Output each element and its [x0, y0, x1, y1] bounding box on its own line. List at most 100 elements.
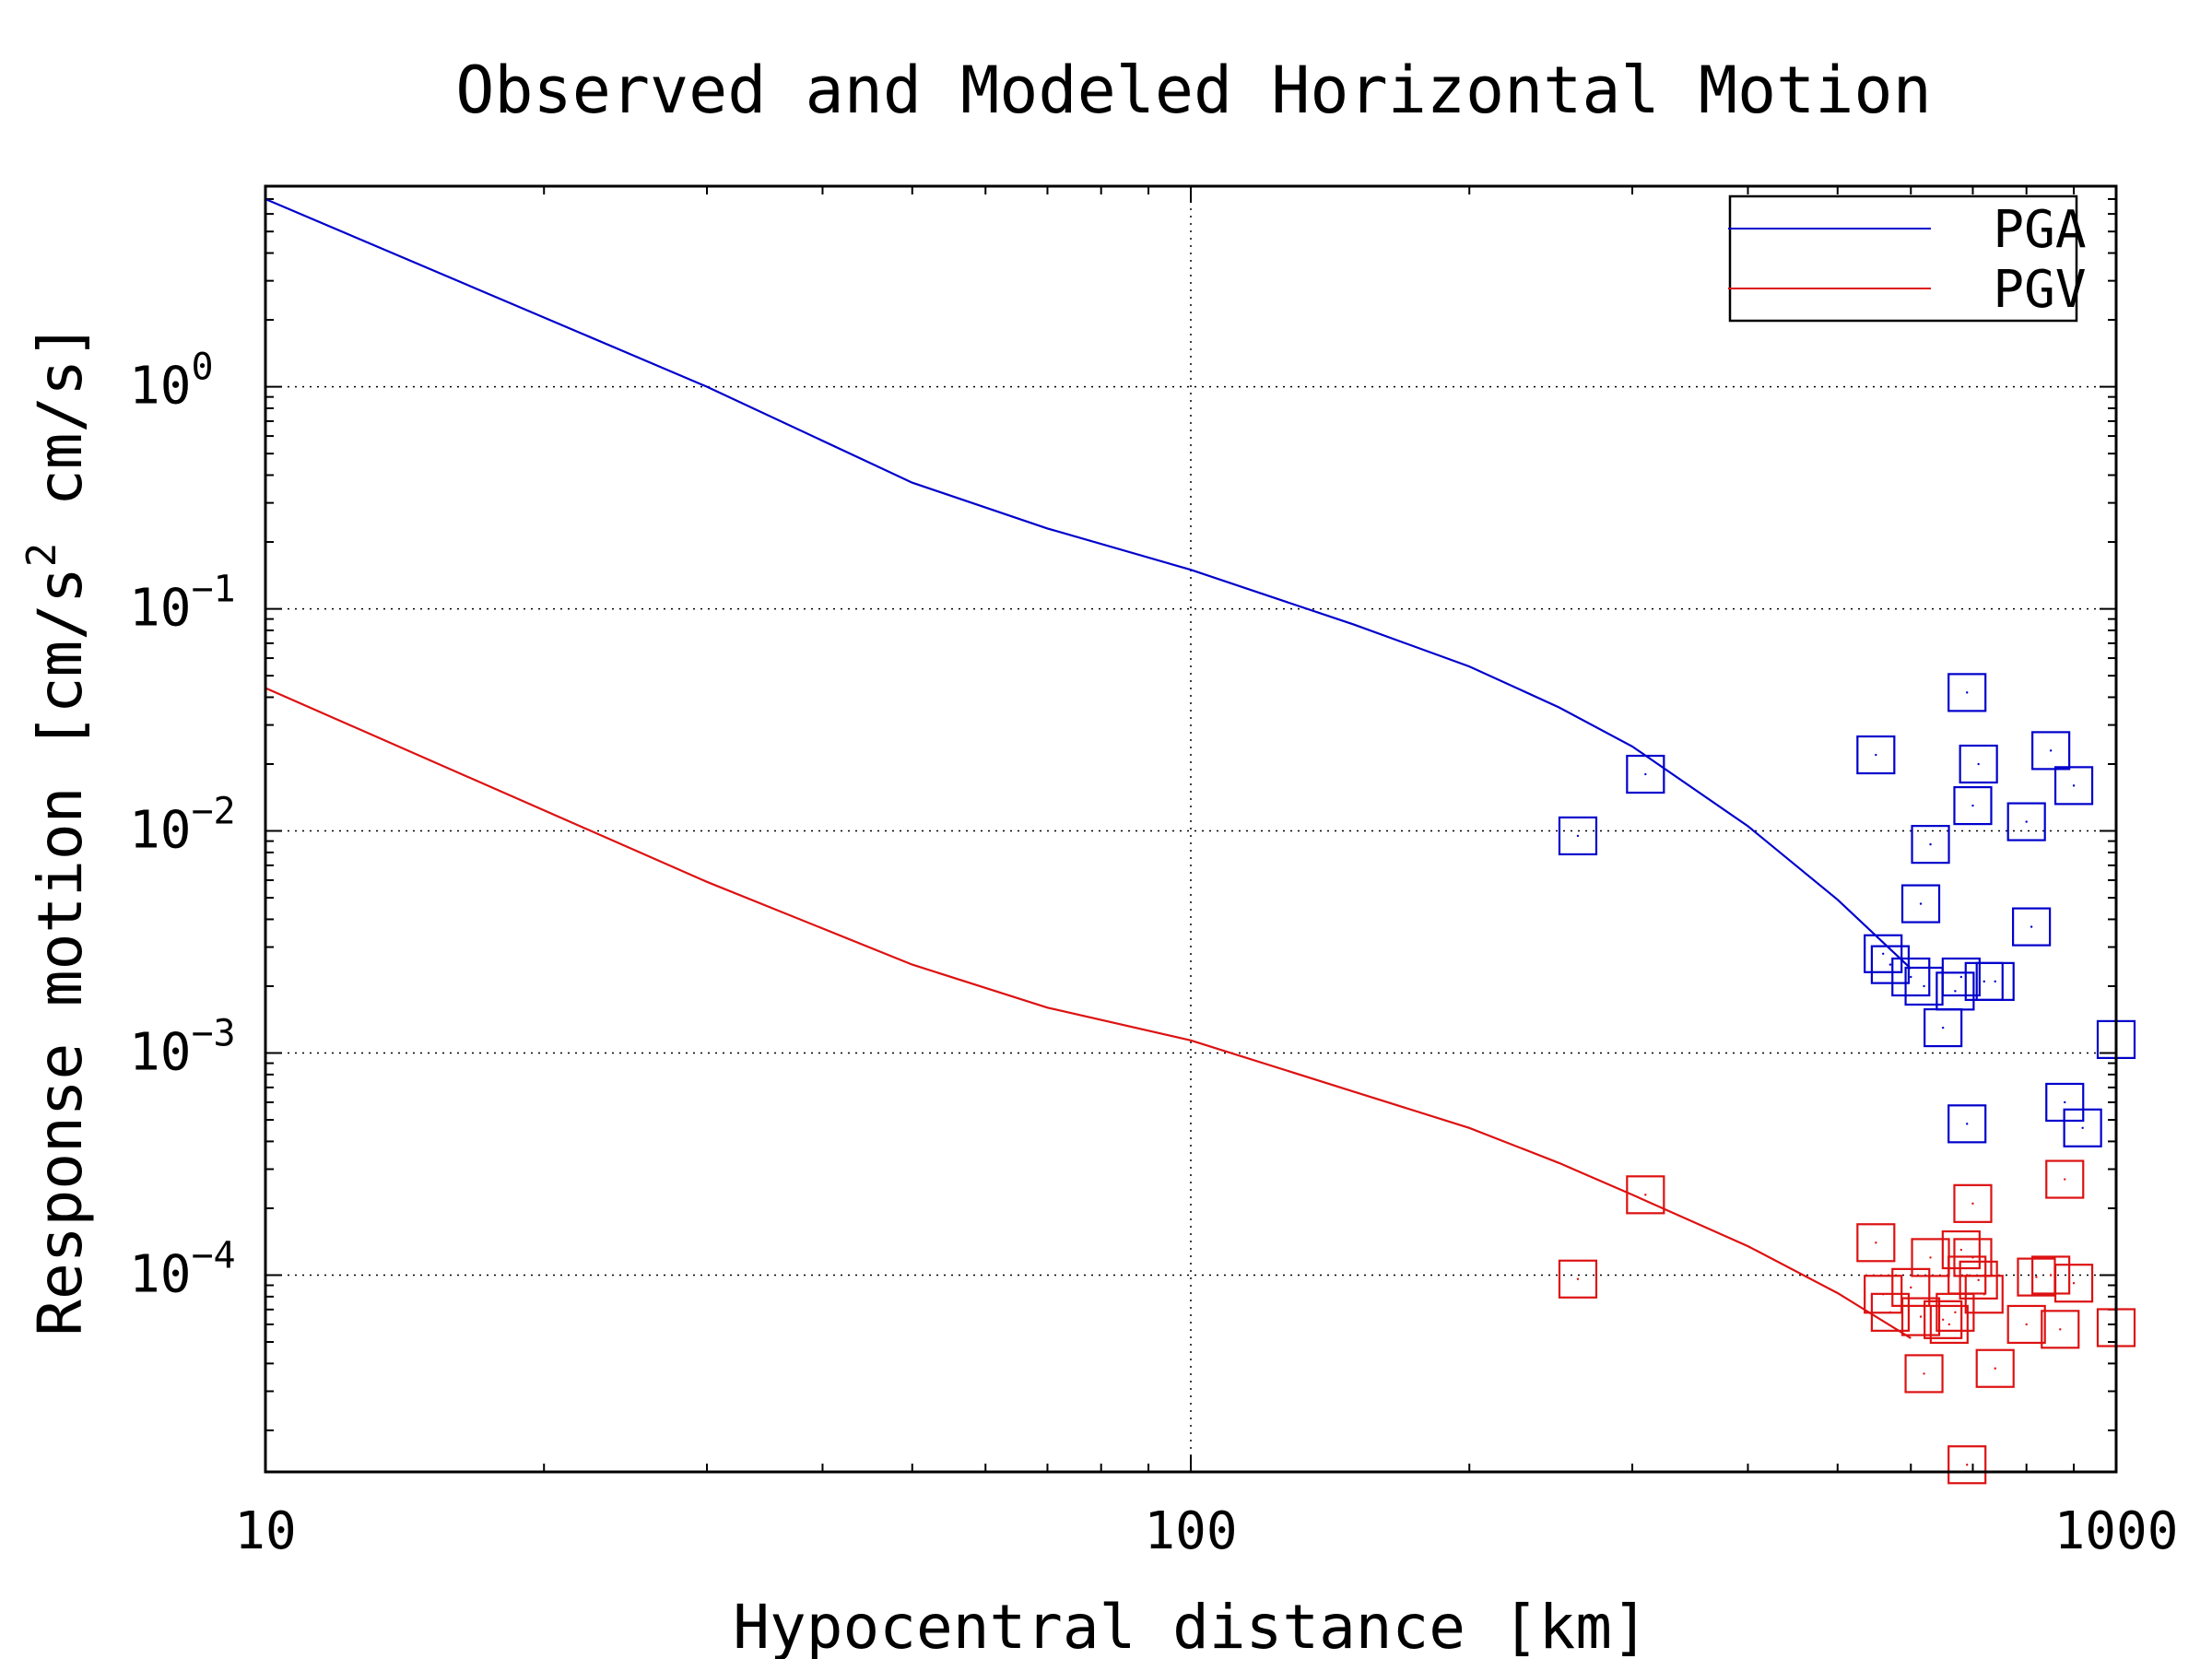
series-line-pgv: [265, 687, 1912, 1339]
data-marker-center-pga: [1644, 772, 1647, 776]
data-marker-pga: [1900, 884, 1941, 924]
data-marker-center-pga: [2081, 1126, 2084, 1129]
data-marker-pga: [1947, 1104, 1987, 1144]
data-marker-pgv: [1924, 1300, 1963, 1339]
data-marker-pgv: [1947, 1445, 1987, 1485]
data-marker-pgv: [1953, 1183, 1993, 1223]
data-marker-pgv: [1929, 1304, 1969, 1345]
data-marker-center-pgv: [2064, 1178, 2066, 1181]
y-tick-label-base: 10: [129, 357, 191, 417]
data-marker-center-pga: [1966, 1123, 1969, 1125]
data-marker-center-pgv: [1929, 1256, 1932, 1259]
data-marker-center-pgv: [1954, 1311, 1957, 1314]
data-marker-center-pgv: [1644, 1194, 1647, 1196]
data-marker-pgv: [1975, 1348, 2015, 1388]
data-marker-center-pga: [2064, 1100, 2066, 1104]
data-marker-pgv: [1964, 1275, 2004, 1314]
data-marker-pgv: [2041, 1310, 2080, 1349]
data-marker-pga: [1947, 673, 1987, 712]
y-tick-label-exponent: −3: [191, 1013, 235, 1055]
data-marker-center-pgv: [1875, 1241, 1877, 1244]
data-marker-center-pgv: [1910, 1286, 1912, 1289]
y-tick-label: 10−3: [129, 1013, 236, 1083]
data-marker-pga: [1626, 754, 1665, 794]
data-marker-center-pgv: [1971, 1202, 1974, 1206]
data-marker-pga: [1911, 825, 1950, 865]
data-marker-center-pgv: [1959, 1248, 1963, 1252]
data-marker-center-pgv: [1923, 1372, 1925, 1375]
legend: PGA PGV: [1728, 194, 2087, 323]
data-marker-pgv: [1891, 1267, 1931, 1307]
data-marker-center-pgv: [2049, 1274, 2053, 1277]
plot-frame: [264, 184, 2118, 1474]
x-tick-label: 1000: [2054, 1501, 2179, 1561]
data-marker-pgv: [1941, 1230, 1981, 1270]
series-line-pga: [265, 197, 1912, 970]
x-tick-label: 100: [1144, 1501, 1237, 1561]
data-marker-center-pgv: [1983, 1293, 1985, 1296]
data-marker-center-pga: [1910, 975, 1912, 979]
data-marker-pga: [1558, 816, 1598, 856]
y-tick-label-base: 10: [129, 1244, 191, 1304]
data-marker-pgv: [2045, 1159, 2085, 1199]
y-axis-label-tail: cm/s]: [25, 323, 96, 542]
data-marker-pgv: [2053, 1264, 2094, 1303]
data-marker-center-pga: [1929, 842, 1932, 846]
data-marker-pga: [1953, 785, 1993, 826]
data-marker-center-pga: [1971, 804, 1974, 807]
data-marker-center-pga: [1954, 990, 1957, 993]
data-marker-pgv: [1904, 1354, 1944, 1394]
grid-lines: [265, 186, 2116, 1472]
data-marker-center-pga: [1576, 834, 1580, 838]
data-marker-center-pgv: [2025, 1323, 2028, 1326]
data-marker-pga: [1891, 957, 1931, 997]
data-marker-center-pga: [1966, 691, 1969, 694]
data-marker-center-pga: [1919, 902, 1923, 905]
data-marker-center-pgv: [1977, 1278, 1980, 1282]
data-marker-center-pga: [1881, 952, 1885, 955]
y-axis-label: Response motion [cm/s2 cm/s]: [18, 323, 96, 1335]
data-marker-pga: [1870, 945, 1910, 984]
data-marker-center-pgv: [1947, 1323, 1951, 1326]
y-tick-label-exponent: −4: [191, 1234, 235, 1277]
data-marker-center-pga: [2049, 749, 2053, 752]
data-marker-pga: [2063, 1108, 2102, 1147]
y-tick-label: 10−1: [129, 569, 236, 639]
data-marker-pga: [2012, 907, 2052, 947]
data-marker-pga: [1941, 957, 1981, 997]
data-marker-pgv: [2006, 1304, 2046, 1345]
chart-title: Observed and Modeled Horizontal Motion: [455, 53, 1931, 128]
y-tick-label-exponent: 0: [191, 347, 213, 389]
data-marker-center-pgv: [1919, 1315, 1923, 1318]
data-marker-pga: [2053, 766, 2094, 806]
data-marker-center-pgv: [1994, 1367, 1996, 1370]
y-tick-label-exponent: −1: [191, 569, 235, 611]
y-tick-label-base: 10: [129, 801, 191, 861]
data-marker-center-pga: [1977, 762, 1980, 766]
x-tick-label: 10: [234, 1501, 296, 1561]
data-marker-center-pga: [1923, 984, 1925, 988]
data-marker-center-pgv: [1941, 1318, 1945, 1322]
legend-label-pgv: PGV: [1993, 260, 2086, 320]
data-marker-center-pga: [1994, 980, 1996, 983]
legend-box: [1728, 194, 2078, 323]
y-tick-label: 10−2: [129, 791, 236, 861]
data-marker-center-pga: [1983, 980, 1985, 983]
y-tick-label-exponent: −2: [191, 791, 235, 833]
y-tick-label: 10−4: [129, 1234, 236, 1304]
data-marker-pgv: [1900, 1297, 1941, 1336]
data-marker-center-pga: [2072, 784, 2076, 787]
data-marker-pga: [1864, 934, 1903, 973]
y-tick-label-base: 10: [129, 579, 191, 639]
data-marker-pgv: [1959, 1260, 1998, 1300]
data-marker-center-pgv: [1971, 1256, 1974, 1259]
data-marker-center-pgv: [2072, 1282, 2076, 1285]
data-marker-center-pgv: [2059, 1328, 2062, 1331]
data-marker-center-pga: [2030, 925, 2033, 928]
data-marker-pgv: [1558, 1259, 1598, 1299]
y-axis-label-main: Response motion [cm/s: [25, 567, 96, 1335]
legend-label-pga: PGA: [1993, 200, 2086, 260]
data-marker-center-pgv: [1966, 1464, 1969, 1466]
data-marker-pgv: [1870, 1292, 1910, 1332]
